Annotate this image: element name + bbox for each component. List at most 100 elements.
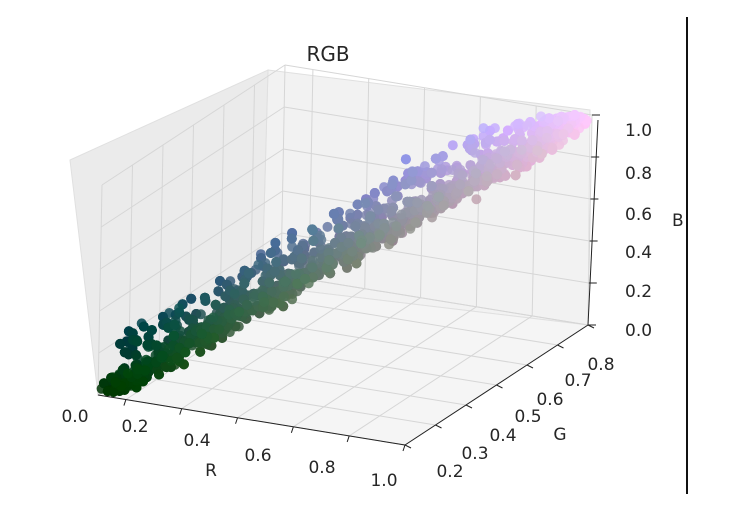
y-tick-mark <box>526 364 534 369</box>
scatter-point <box>352 209 363 220</box>
scatter-point <box>512 160 523 171</box>
scatter-point <box>360 198 371 209</box>
scatter-point <box>342 254 353 265</box>
scatter-point <box>280 276 291 287</box>
scatter-point <box>485 159 496 170</box>
scatter-point <box>308 235 319 246</box>
scatter-point <box>419 161 430 172</box>
x-tick-mark <box>402 444 406 452</box>
z-axis-line <box>587 119 599 326</box>
grid-line <box>420 87 426 298</box>
scatter-point <box>241 299 252 310</box>
scatter-point <box>438 200 449 211</box>
scatter-point <box>430 153 441 164</box>
x-tick-label: 0.6 <box>244 446 271 466</box>
scatter-point <box>119 347 130 358</box>
scatter-point <box>168 330 179 341</box>
x-axis-line <box>97 394 406 446</box>
scatter-point <box>322 221 333 232</box>
scatter-point <box>365 211 376 222</box>
scatter-point <box>138 321 149 332</box>
x-tick-label: 0.8 <box>308 458 335 478</box>
scatter-point <box>470 147 481 158</box>
grid-line <box>280 274 589 326</box>
scatter-point <box>278 291 289 302</box>
scatter-point <box>141 354 152 365</box>
z-tick-label: 1.0 <box>625 121 652 141</box>
scatter-point <box>406 175 417 186</box>
scatter-point <box>386 206 397 216</box>
scatter-point <box>184 314 195 324</box>
scatter-point <box>522 120 533 131</box>
scatter-point <box>132 336 143 347</box>
scatter-point <box>239 278 250 289</box>
scatter-point <box>172 352 182 363</box>
scatter-point <box>387 179 398 190</box>
grid-line <box>284 64 593 116</box>
scatter-point <box>351 258 362 269</box>
scatter-point <box>436 164 447 175</box>
scatter-point <box>544 113 554 124</box>
scatter-point <box>315 243 326 254</box>
scatter-point <box>269 266 280 277</box>
scatter-point <box>133 364 144 375</box>
y-tick-mark <box>435 424 442 429</box>
scatter-point <box>307 224 318 235</box>
scatter-point <box>265 248 276 258</box>
scatter-point <box>296 253 307 264</box>
scatter-point <box>131 382 142 393</box>
scatter-point <box>287 294 298 305</box>
grid-line <box>280 64 286 276</box>
scatter-point <box>315 230 326 241</box>
grid-line <box>158 354 467 406</box>
scatter-point <box>142 339 153 350</box>
z-tick-label: 0.8 <box>625 164 652 184</box>
scatter-points <box>96 110 592 397</box>
y-tick-mark <box>404 444 412 449</box>
scatter-point <box>99 378 109 389</box>
scatter-point <box>264 277 275 288</box>
y-tick-mark <box>557 344 564 349</box>
grid-line <box>101 64 286 186</box>
scatter-point <box>259 297 270 308</box>
scatter-point <box>169 319 180 330</box>
grid-line <box>219 314 528 366</box>
scatter-point <box>307 255 318 266</box>
scatter-point <box>180 347 191 358</box>
grid-line <box>128 374 436 426</box>
y-axis-label: G <box>553 425 566 445</box>
y-tick-label: 0.2 <box>436 462 463 482</box>
z-tick-label: 0.4 <box>625 243 652 263</box>
x-tick-label: 1.0 <box>370 471 397 491</box>
y-tick-mark <box>465 404 473 409</box>
scatter-point <box>290 269 301 280</box>
y-tick-label: 0.6 <box>536 390 563 410</box>
scatter-point <box>164 308 175 318</box>
scatter-point <box>422 200 433 211</box>
scatter-point <box>553 116 563 127</box>
y-tick-label: 0.3 <box>461 444 488 464</box>
y-tick-label: 0.8 <box>587 355 614 375</box>
scatter-point <box>532 145 543 156</box>
scatter-point <box>455 179 466 190</box>
scatter-point <box>391 191 402 202</box>
scatter-point <box>463 186 474 197</box>
grid-line <box>587 114 593 326</box>
scatter-point <box>477 154 488 165</box>
scatter-point <box>174 303 185 314</box>
scatter-point <box>410 217 421 228</box>
scatter-point <box>457 170 468 181</box>
scatter-point <box>433 191 444 202</box>
scatter-point <box>184 338 195 349</box>
scatter-point <box>115 338 126 349</box>
vertical-divider-line <box>686 17 688 494</box>
x-tick-mark <box>346 435 350 443</box>
scatter-point <box>196 328 207 339</box>
scatter-point <box>234 306 245 317</box>
x-tick-mark <box>123 399 127 406</box>
scatter-point <box>343 238 354 248</box>
scatter-point <box>210 299 221 310</box>
scatter-point <box>547 142 558 153</box>
x-axis-label: R <box>205 461 217 481</box>
